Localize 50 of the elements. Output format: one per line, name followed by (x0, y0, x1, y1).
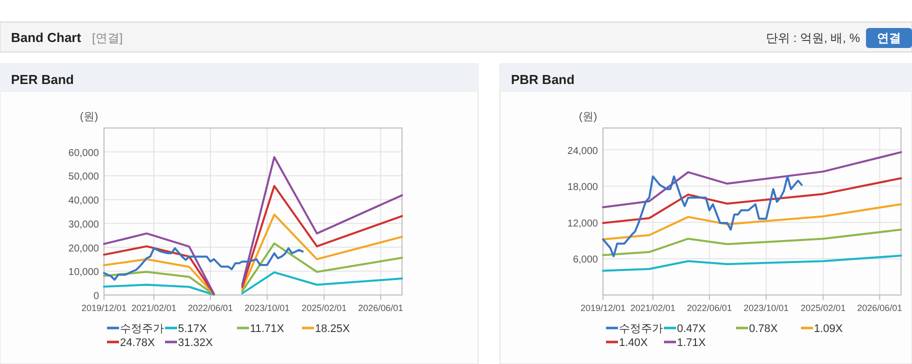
y-axis-title: (원) (578, 111, 598, 123)
y-tick-label: 12,000 (567, 218, 598, 230)
x-tick-label: 2021/02/01 (630, 303, 676, 313)
text: [연결] (92, 31, 123, 45)
y-tick-label: 0 (93, 291, 100, 302)
x-tick-label: 2021/02/01 (131, 303, 176, 313)
y-tick-label: 60,000 (68, 148, 100, 159)
legend-label: 31.32X (178, 337, 214, 349)
y-tick-label: 18,000 (567, 182, 598, 194)
legend-label: 11.71X (250, 323, 285, 335)
y-tick-label: 50,000 (68, 172, 100, 183)
x-tick-label: 2023/10/01 (744, 303, 789, 313)
legend-label: 1.40X (619, 337, 648, 349)
line-series (602, 228, 902, 256)
x-tick-label: 2023/10/01 (244, 303, 290, 313)
chart-title: PBR Band (511, 72, 575, 87)
legend-label: 1.71X (677, 337, 706, 349)
y-tick-label: 10,000 (68, 267, 100, 278)
x-tick-label: 2019/12/01 (81, 303, 127, 313)
line-series (602, 254, 902, 272)
x-tick-label: 2025/02/01 (302, 303, 347, 313)
line-series (602, 175, 803, 258)
y-tick-label: 20,000 (68, 243, 100, 254)
y-tick-label: 24,000 (567, 146, 598, 157)
x-tick-label: 2026/06/01 (358, 303, 404, 313)
text: Band Chart (11, 30, 82, 45)
x-tick-label: 2022/06/01 (686, 303, 732, 313)
line-series (602, 203, 902, 240)
y-tick-label: 30,000 (68, 219, 100, 230)
line-series (602, 151, 902, 208)
text: 연결 (877, 31, 901, 45)
legend-label: 1.09X (814, 323, 844, 335)
y-tick-label: 6,000 (572, 254, 598, 266)
x-tick-label: 2022/06/01 (188, 303, 233, 313)
text: 단위 : 억원, 배, % (766, 31, 860, 45)
x-tick-label: 2026/06/01 (857, 303, 902, 313)
y-tick-label: 40,000 (68, 196, 100, 207)
legend-label: 0.47X (677, 323, 706, 335)
line-series (602, 177, 902, 224)
legend-label: 수정주가 (619, 323, 663, 335)
legend-label: 5.17X (178, 323, 208, 335)
x-tick-label: 2019/12/01 (580, 303, 626, 313)
chart-title: PER Band (11, 72, 74, 87)
legend-label: 수정주가 (120, 323, 164, 335)
legend-label: 24.78X (120, 337, 156, 349)
x-tick-label: 2025/02/01 (800, 303, 846, 313)
legend-label: 0.78X (749, 323, 778, 335)
y-axis-title: (원) (80, 111, 98, 123)
legend-label: 18.25X (315, 323, 351, 335)
line-series (103, 247, 304, 281)
